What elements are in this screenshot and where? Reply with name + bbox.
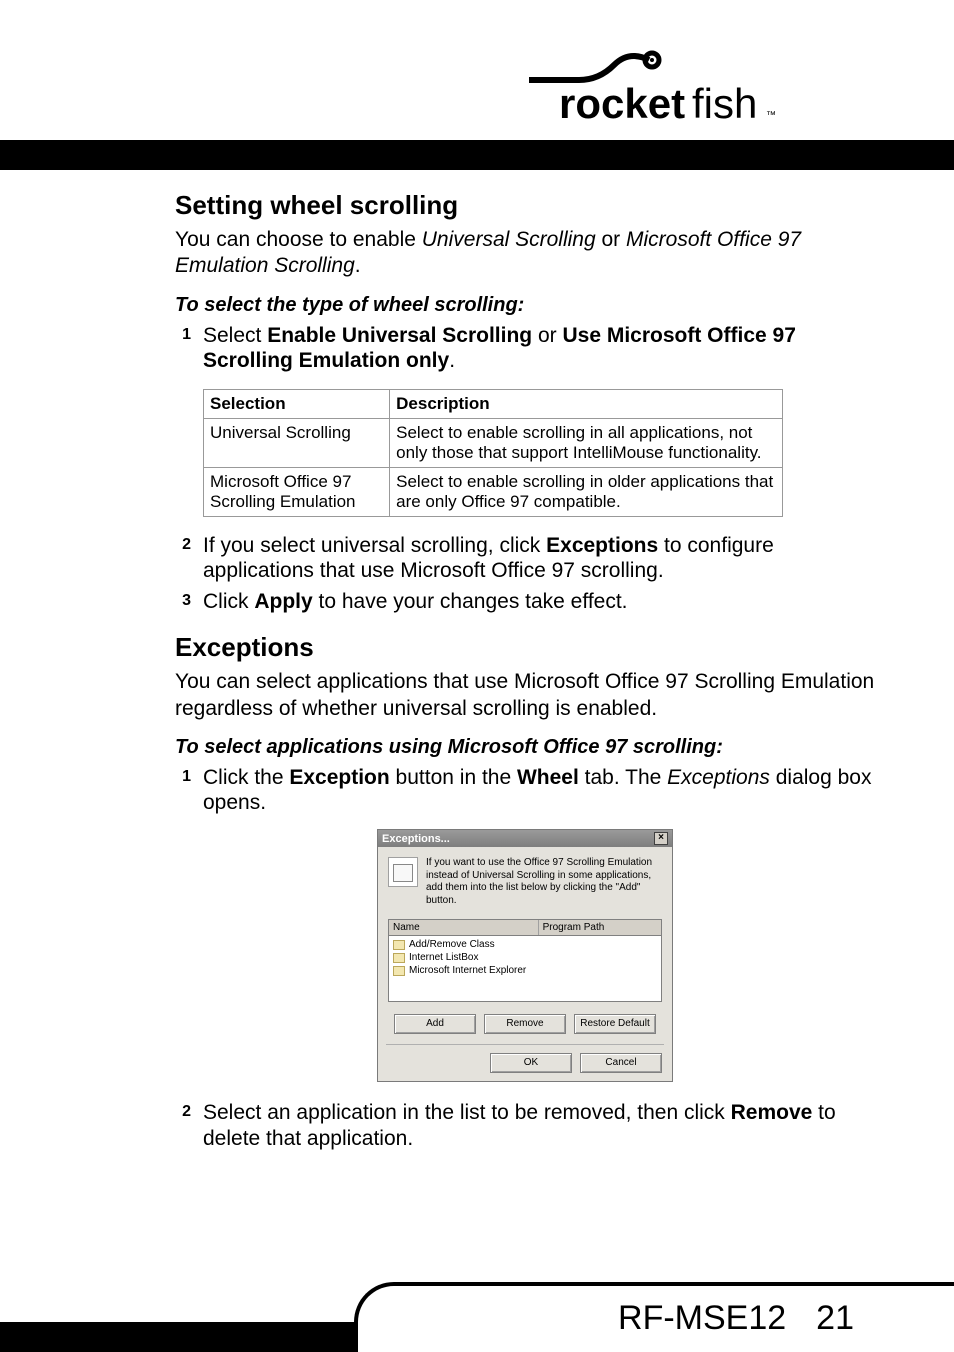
options-table: Selection Description Universal Scrollin… bbox=[203, 389, 783, 517]
application-list[interactable]: Add/Remove Class Internet ListBox Micros… bbox=[388, 936, 662, 1002]
table-row: Universal Scrolling Select to enable scr… bbox=[204, 418, 783, 467]
dialog-titlebar: Exceptions... × bbox=[378, 830, 672, 847]
page-footer: RF-MSE12 21 bbox=[0, 1282, 954, 1352]
text-bold: Remove bbox=[731, 1101, 813, 1124]
table-cell: Select to enable scrolling in all applic… bbox=[390, 418, 783, 467]
step-list: 2 Select an application in the list to b… bbox=[175, 1100, 875, 1150]
list-header: Name Program Path bbox=[388, 919, 662, 936]
page-content: Setting wheel scrolling You can choose t… bbox=[175, 190, 875, 1157]
text-fragment: Select an application in the list to be … bbox=[203, 1101, 731, 1124]
step-number: 2 bbox=[175, 1100, 203, 1150]
header-bar bbox=[0, 140, 954, 170]
text-emphasis: Universal Scrolling bbox=[422, 228, 596, 251]
dialog-message-row: If you want to use the Office 97 Scrolli… bbox=[388, 857, 662, 907]
step-item: 2 If you select universal scrolling, cli… bbox=[175, 533, 875, 583]
text-fragment: to have your changes take effect. bbox=[313, 590, 628, 613]
svg-text:™: ™ bbox=[766, 110, 776, 121]
remove-button[interactable]: Remove bbox=[484, 1014, 566, 1034]
table-header: Description bbox=[390, 389, 783, 418]
step-list: 1 Select Enable Universal Scrolling or U… bbox=[175, 323, 875, 373]
step-body: Click the Exception button in the Wheel … bbox=[203, 765, 875, 815]
procedure-subhead: To select the type of wheel scrolling: bbox=[175, 294, 875, 317]
text-fragment: You can choose to enable bbox=[175, 228, 422, 251]
text-bold: Wheel bbox=[517, 766, 579, 789]
ok-button[interactable]: OK bbox=[490, 1053, 572, 1073]
column-header: Program Path bbox=[539, 920, 661, 935]
list-item[interactable]: Add/Remove Class bbox=[389, 938, 661, 951]
table-cell: Universal Scrolling bbox=[204, 418, 390, 467]
table-row: Microsoft Office 97 Scrolling Emulation … bbox=[204, 467, 783, 516]
model-number: RF-MSE12 bbox=[618, 1299, 786, 1338]
step-item: 1 Click the Exception button in the Whee… bbox=[175, 765, 875, 815]
restore-default-button[interactable]: Restore Default bbox=[574, 1014, 656, 1034]
document-icon bbox=[388, 857, 418, 887]
exceptions-dialog: Exceptions... × If you want to use the O… bbox=[377, 829, 673, 1082]
page-number: 21 bbox=[816, 1299, 854, 1338]
step-item: 1 Select Enable Universal Scrolling or U… bbox=[175, 323, 875, 373]
folder-icon bbox=[393, 953, 405, 963]
text-fragment: Click the bbox=[203, 766, 289, 789]
text-fragment: If you select universal scrolling, click bbox=[203, 534, 546, 557]
button-row: Add Remove Restore Default bbox=[388, 1014, 662, 1034]
text-fragment: Click bbox=[203, 590, 254, 613]
step-number: 1 bbox=[175, 323, 203, 373]
step-body: If you select universal scrolling, click… bbox=[203, 533, 875, 583]
list-item-label: Add/Remove Class bbox=[409, 939, 495, 950]
text-fragment: or bbox=[596, 228, 626, 251]
text-bold: Exception bbox=[289, 766, 389, 789]
step-item: 3 Click Apply to have your changes take … bbox=[175, 589, 875, 614]
text-bold: Apply bbox=[254, 590, 312, 613]
step-number: 3 bbox=[175, 589, 203, 614]
text-bold: Enable Universal Scrolling bbox=[267, 324, 532, 347]
intro-text: You can select applications that use Mic… bbox=[175, 669, 875, 722]
procedure-subhead: To select applications using Microsoft O… bbox=[175, 736, 875, 759]
text-fragment: button in the bbox=[390, 766, 517, 789]
add-button[interactable]: Add bbox=[394, 1014, 476, 1034]
column-header: Name bbox=[389, 920, 539, 935]
folder-icon bbox=[393, 940, 405, 950]
section-heading: Exceptions bbox=[175, 632, 875, 663]
step-list: 1 Click the Exception button in the Whee… bbox=[175, 765, 875, 815]
section-heading: Setting wheel scrolling bbox=[175, 190, 875, 221]
step-list: 2 If you select universal scrolling, cli… bbox=[175, 533, 875, 615]
footer-text: RF-MSE12 21 bbox=[618, 1299, 854, 1338]
svg-text:fish: fish bbox=[692, 80, 757, 127]
folder-icon bbox=[393, 966, 405, 976]
text-fragment: . bbox=[355, 254, 361, 277]
text-fragment: . bbox=[449, 349, 455, 372]
list-item[interactable]: Microsoft Internet Explorer bbox=[389, 964, 661, 977]
list-item-label: Internet ListBox bbox=[409, 952, 478, 963]
step-item: 2 Select an application in the list to b… bbox=[175, 1100, 875, 1150]
table-cell: Select to enable scrolling in older appl… bbox=[390, 467, 783, 516]
button-row: OK Cancel bbox=[388, 1053, 662, 1073]
text-fragment: Select bbox=[203, 324, 267, 347]
dialog-screenshot: Exceptions... × If you want to use the O… bbox=[175, 829, 875, 1082]
dialog-title: Exceptions... bbox=[382, 833, 450, 845]
step-body: Select Enable Universal Scrolling or Use… bbox=[203, 323, 875, 373]
step-body: Click Apply to have your changes take ef… bbox=[203, 589, 875, 614]
dialog-body: If you want to use the Office 97 Scrolli… bbox=[378, 847, 672, 1081]
text-fragment: or bbox=[532, 324, 562, 347]
close-button[interactable]: × bbox=[654, 832, 668, 845]
list-item[interactable]: Internet ListBox bbox=[389, 951, 661, 964]
step-body: Select an application in the list to be … bbox=[203, 1100, 875, 1150]
text-bold: Exceptions bbox=[546, 534, 658, 557]
table-cell: Microsoft Office 97 Scrolling Emulation bbox=[204, 467, 390, 516]
dialog-message: If you want to use the Office 97 Scrolli… bbox=[426, 857, 662, 907]
cancel-button[interactable]: Cancel bbox=[580, 1053, 662, 1073]
intro-text: You can choose to enable Universal Scrol… bbox=[175, 227, 875, 280]
step-number: 2 bbox=[175, 533, 203, 583]
list-item-label: Microsoft Internet Explorer bbox=[409, 965, 526, 976]
brand-logo: rocket fish ™ bbox=[504, 30, 804, 135]
table-header: Selection bbox=[204, 389, 390, 418]
svg-text:rocket: rocket bbox=[559, 80, 685, 127]
text-fragment: tab. The bbox=[579, 766, 667, 789]
separator bbox=[386, 1044, 664, 1045]
step-number: 1 bbox=[175, 765, 203, 815]
text-emphasis: Exceptions bbox=[667, 766, 770, 789]
